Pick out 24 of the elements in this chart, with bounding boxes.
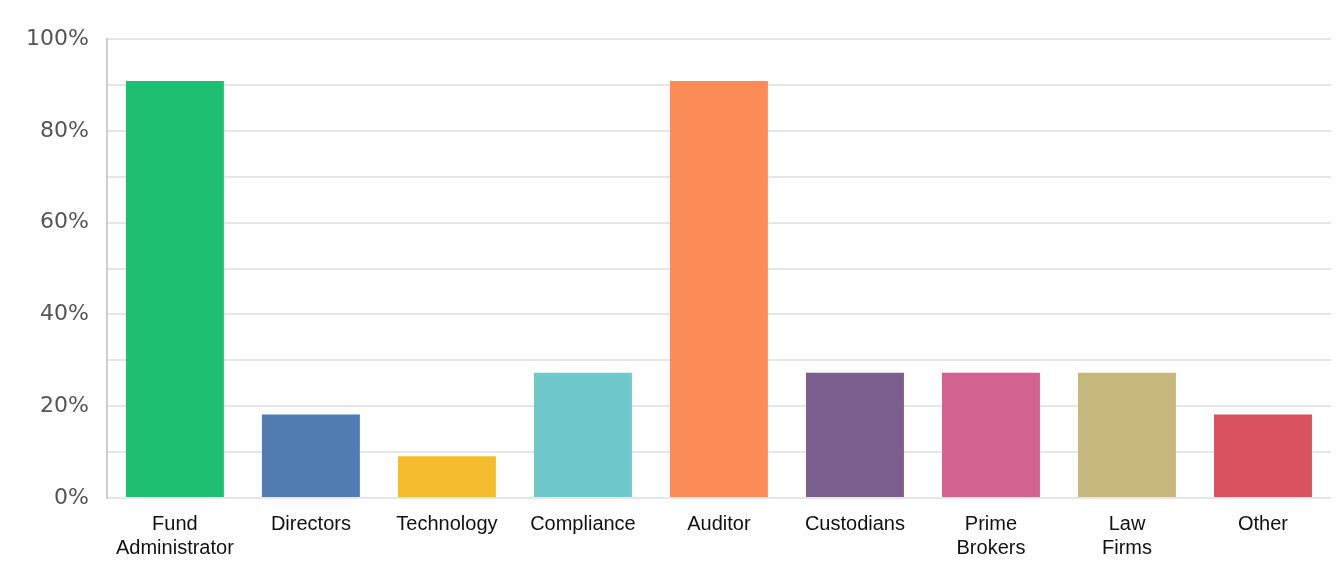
bar <box>669 80 768 497</box>
bar <box>1078 372 1176 497</box>
y-tick-label: 20% <box>39 391 89 417</box>
y-tick-label: 0% <box>53 483 89 509</box>
x-tick-label: Technology <box>396 511 498 534</box>
x-tick-label: Law Firms <box>1101 511 1152 558</box>
x-tick-label: Prime Brokers <box>956 511 1026 558</box>
bar <box>806 372 904 497</box>
y-tick-label: 40% <box>39 300 89 326</box>
x-tick-label: Directors <box>270 511 351 534</box>
bar <box>942 372 1040 497</box>
x-tick-label: Other <box>1237 511 1289 534</box>
bar <box>261 414 360 497</box>
y-tick-label: 60% <box>39 208 89 234</box>
y-tick-label: 100% <box>25 24 89 50</box>
x-tick-label: Auditor <box>687 511 751 534</box>
x-tick-label: Compliance <box>530 511 636 534</box>
bar <box>1214 414 1312 497</box>
bar <box>397 456 496 497</box>
x-tick-label: Fund Administrator <box>116 511 235 558</box>
x-tick-label: Custodians <box>804 511 905 534</box>
y-tick-label: 80% <box>39 116 89 142</box>
bar <box>125 80 224 497</box>
bar <box>533 372 632 497</box>
